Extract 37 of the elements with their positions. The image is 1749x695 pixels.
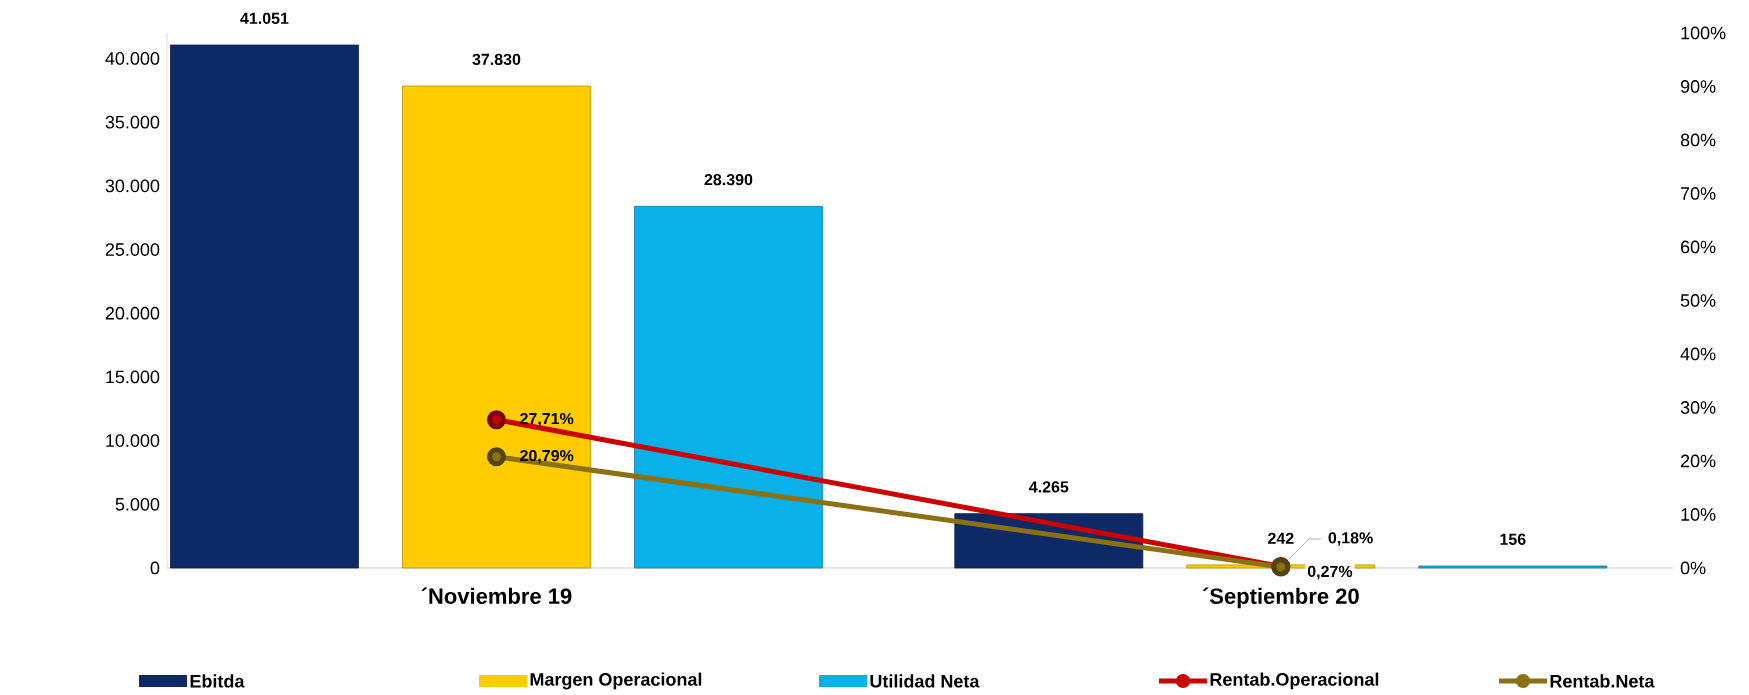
y-tick-label: 5.000 — [115, 497, 160, 511]
data-label: 37.830 — [472, 53, 521, 66]
data-label: 20,79% — [520, 449, 574, 464]
y-tick-label: 15.000 — [106, 370, 160, 384]
y2-tick-label: 30% — [1680, 401, 1716, 414]
y-tick-label: 35.000 — [105, 115, 160, 129]
y-tick-label: 25.000 — [105, 243, 160, 256]
legend-label: Rentab.Operacional — [1210, 672, 1379, 690]
y2-tick-label: 70% — [1680, 187, 1716, 200]
x-tick-label: ´Noviembre 19 — [421, 587, 572, 604]
y2-tick-label: 60% — [1680, 240, 1716, 254]
y2-tick-label: 100% — [1681, 26, 1726, 40]
data-label: 4.265 — [1029, 481, 1069, 493]
y-tick-label: 30.000 — [105, 179, 160, 193]
y2-tick-label: 90% — [1680, 80, 1716, 93]
y2-tick-label: 80% — [1680, 133, 1716, 147]
data-label: 27,71% — [520, 412, 574, 427]
y2-tick-label: 40% — [1680, 347, 1716, 361]
y2-tick-label: 10% — [1681, 508, 1716, 521]
data-label: 0,27% — [1307, 565, 1353, 580]
data-label: 28.390 — [704, 173, 753, 186]
legend-label: Margen Operacional — [530, 672, 702, 690]
y2-tick-label: 0% — [1680, 561, 1706, 575]
y2-tick-label: 20% — [1680, 454, 1716, 468]
legend-label: Utilidad Neta — [870, 674, 980, 688]
y-tick-label: 10.000 — [106, 434, 160, 447]
legend-label: Rentab.Neta — [1550, 674, 1655, 688]
x-tick-label: ´Septiembre 20 — [1202, 587, 1359, 609]
y2-tick-label: 50% — [1680, 294, 1716, 307]
data-label: 0,18% — [1328, 532, 1373, 546]
y-tick-label: 0 — [150, 561, 160, 575]
y-tick-label: 40.000 — [105, 52, 160, 65]
data-label: 156 — [1500, 533, 1526, 545]
data-label: 41.051 — [240, 12, 289, 25]
legend-label: Ebitda — [190, 674, 245, 688]
y-tick-label: 20.000 — [105, 306, 160, 320]
data-label: 242 — [1268, 532, 1294, 544]
